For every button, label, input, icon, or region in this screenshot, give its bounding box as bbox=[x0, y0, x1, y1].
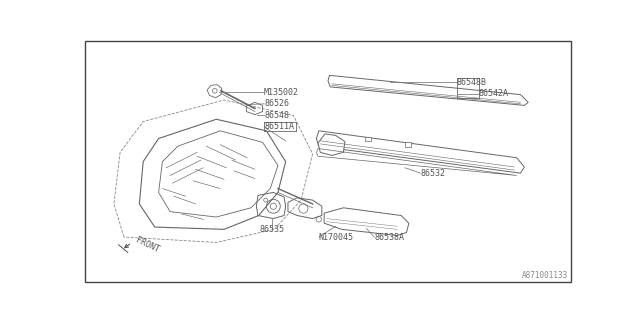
Polygon shape bbox=[318, 134, 345, 156]
Text: 86548: 86548 bbox=[264, 111, 289, 120]
Text: FRONT: FRONT bbox=[134, 236, 161, 254]
Bar bbox=[365, 137, 371, 141]
Text: 86526: 86526 bbox=[264, 99, 289, 108]
Text: N170045: N170045 bbox=[319, 233, 354, 242]
Text: A871001133: A871001133 bbox=[522, 271, 568, 280]
Text: 86538A: 86538A bbox=[374, 233, 404, 242]
Bar bbox=[404, 142, 411, 147]
Text: 86532: 86532 bbox=[420, 169, 445, 178]
Text: 86511A: 86511A bbox=[264, 123, 294, 132]
Text: M135002: M135002 bbox=[264, 88, 299, 97]
Text: 86548B: 86548B bbox=[456, 78, 486, 87]
Text: 86535: 86535 bbox=[259, 225, 284, 234]
Text: 86542A: 86542A bbox=[479, 89, 509, 98]
